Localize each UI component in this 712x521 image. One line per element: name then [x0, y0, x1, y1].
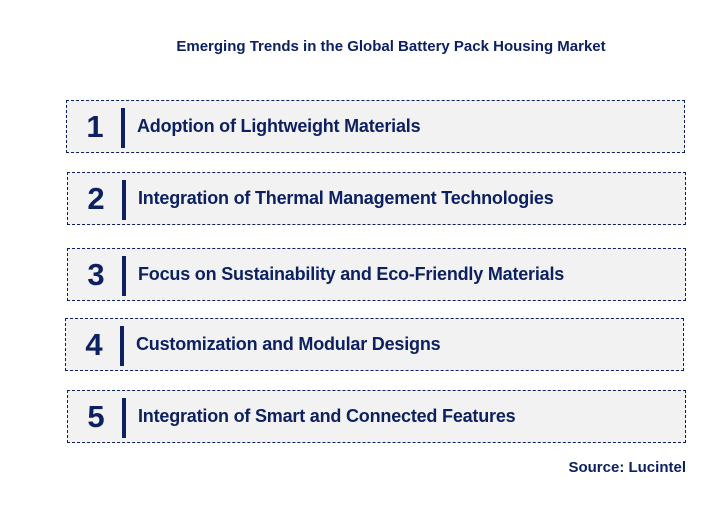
trend-item-5: 5 Integration of Smart and Connected Fea… [67, 390, 686, 443]
trend-number: 5 [87, 399, 105, 434]
diagram-title: Emerging Trends in the Global Battery Pa… [176, 38, 606, 55]
divider-bar [120, 326, 124, 366]
trend-item-1: 1 Adoption of Lightweight Materials [66, 100, 685, 153]
trend-number: 2 [87, 181, 105, 216]
trend-item-2: 2 Integration of Thermal Management Tech… [67, 172, 686, 225]
trend-label: Focus on Sustainability and Eco-Friendly… [138, 264, 565, 284]
trend-number: 4 [85, 327, 103, 362]
divider-bar [121, 108, 125, 148]
trend-number: 3 [87, 257, 105, 292]
trend-label: Adoption of Lightweight Materials [137, 116, 421, 136]
trend-item-4: 4 Customization and Modular Designs [65, 318, 684, 371]
trend-label: Integration of Thermal Management Techno… [138, 188, 554, 208]
trend-number: 1 [86, 109, 104, 144]
trend-label: Integration of Smart and Connected Featu… [138, 406, 516, 426]
trend-label: Customization and Modular Designs [136, 334, 441, 354]
divider-bar [122, 180, 126, 220]
divider-bar [122, 256, 126, 296]
source-label: Source: Lucintel [568, 459, 686, 476]
divider-bar [122, 398, 126, 438]
trend-item-3: 3 Focus on Sustainability and Eco-Friend… [67, 248, 686, 301]
